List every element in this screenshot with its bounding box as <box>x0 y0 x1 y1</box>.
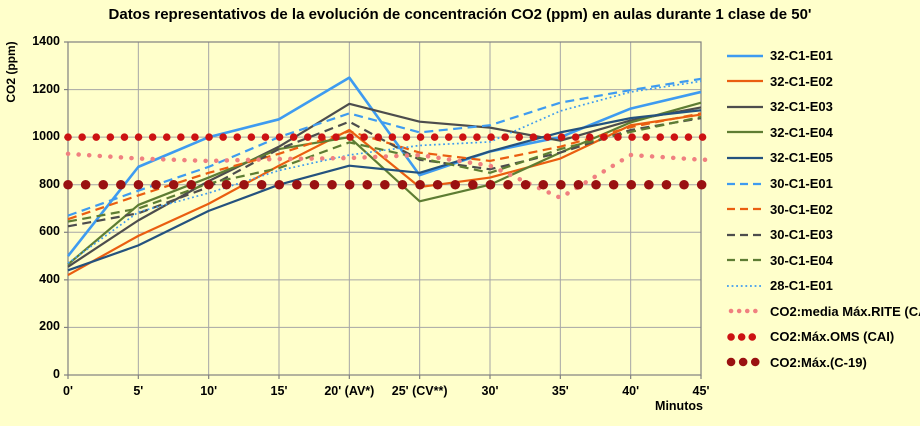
legend-label: CO2:Máx.(C-19) <box>770 354 867 370</box>
legend-swatch <box>727 333 764 341</box>
series-line-28-C1-E01 <box>67 80 702 264</box>
x-tick-label: 40' <box>622 384 640 398</box>
legend-label: 30-C1-E02 <box>770 201 833 217</box>
x-tick-label: 15' <box>270 384 288 398</box>
x-tick-label: 5' <box>133 384 144 398</box>
series-line-32-C1-E02 <box>67 113 702 277</box>
series-line-30-C1-E03 <box>67 117 702 228</box>
y-tick-label: 800 <box>39 176 60 191</box>
legend-item: 30-C1-E02 <box>726 196 920 222</box>
legend-item: 32-C1-E03 <box>726 94 920 120</box>
legend-item: CO2:Máx.OMS (CAI) <box>726 324 920 350</box>
legend-swatch <box>727 207 763 211</box>
legend-swatch <box>727 54 763 58</box>
x-axis-title: Minutos <box>655 399 703 413</box>
legend-label: 32-C1-E04 <box>770 124 833 140</box>
legend-item: 32-C1-E02 <box>726 69 920 95</box>
x-tick-label: 45' <box>692 384 710 398</box>
legend-label: 28-C1-E01 <box>770 278 833 294</box>
y-tick-label: 200 <box>39 319 60 334</box>
legend-item: CO2:media Máx.RITE (CAI) <box>726 298 920 324</box>
y-tick-label: 1400 <box>32 34 60 48</box>
legend-label: 32-C1-E01 <box>770 48 833 64</box>
plot-border <box>67 41 702 376</box>
legend-label: 32-C1-E05 <box>770 150 833 166</box>
legend-label: CO2:Máx.OMS (CAI) <box>770 329 895 345</box>
legend-swatch <box>727 284 763 287</box>
legend: 32-C1-E01 32-C1-E02 32-C1-E03 32-C1-E04 32-C… <box>726 43 920 375</box>
legend-item: CO2:Máx.(C-19) <box>726 350 920 376</box>
legend-swatch <box>727 156 763 160</box>
x-tick-label: 35' <box>551 384 569 398</box>
x-tick-label: 20' (AV*) <box>324 384 375 398</box>
y-tick-label: 400 <box>39 271 60 286</box>
y-tick-label: 0 <box>53 367 60 381</box>
legend-swatch <box>727 233 763 236</box>
chart-title: Datos representativos de la evolución de… <box>108 6 812 23</box>
legend-item: 28-C1-E01 <box>726 273 920 299</box>
y-tick-label: 1200 <box>32 81 60 96</box>
legend-label: 32-C1-E02 <box>770 73 833 89</box>
legend-item: 30-C1-E01 <box>726 171 920 197</box>
legend-item: 32-C1-E04 <box>726 120 920 146</box>
legend-swatch <box>727 259 763 262</box>
y-tick-label: 1000 <box>32 129 60 144</box>
legend-item: 30-C1-E04 <box>726 247 920 273</box>
x-tick-label: 25' (CV**) <box>391 384 448 398</box>
legend-item: 32-C1-E05 <box>726 145 920 171</box>
series-line-32-C1-E05 <box>67 109 702 272</box>
series-line-30-C1-E01 <box>67 77 702 217</box>
series-line-30-C1-E02 <box>67 112 702 221</box>
series-line-CO2:media Máx.RITE (CAI) <box>65 151 715 201</box>
legend-swatch <box>727 105 763 108</box>
x-tick-label: 10' <box>200 384 218 398</box>
legend-label: 30-C1-E04 <box>770 252 833 268</box>
legend-swatch <box>727 182 763 185</box>
x-tick-label: 30' <box>481 384 499 398</box>
legend-swatch <box>727 80 763 83</box>
y-tick-label: 600 <box>39 224 60 239</box>
x-tick-label: 0' <box>63 384 73 398</box>
legend-label: 30-C1-E01 <box>770 176 833 191</box>
legend-swatch <box>727 131 763 134</box>
legend-label: 32-C1-E03 <box>770 99 833 115</box>
legend-label: CO2:media Máx.RITE (CAI) <box>770 303 920 319</box>
series-line-32-C1-E01 <box>66 76 702 257</box>
legend-swatch <box>728 308 763 314</box>
legend-label: 30-C1-E03 <box>770 227 833 243</box>
legend-item: 32-C1-E01 <box>726 43 920 69</box>
series-line-30-C1-E04 <box>67 115 702 223</box>
legend-item: 30-C1-E03 <box>726 222 920 248</box>
legend-swatch <box>726 358 764 367</box>
